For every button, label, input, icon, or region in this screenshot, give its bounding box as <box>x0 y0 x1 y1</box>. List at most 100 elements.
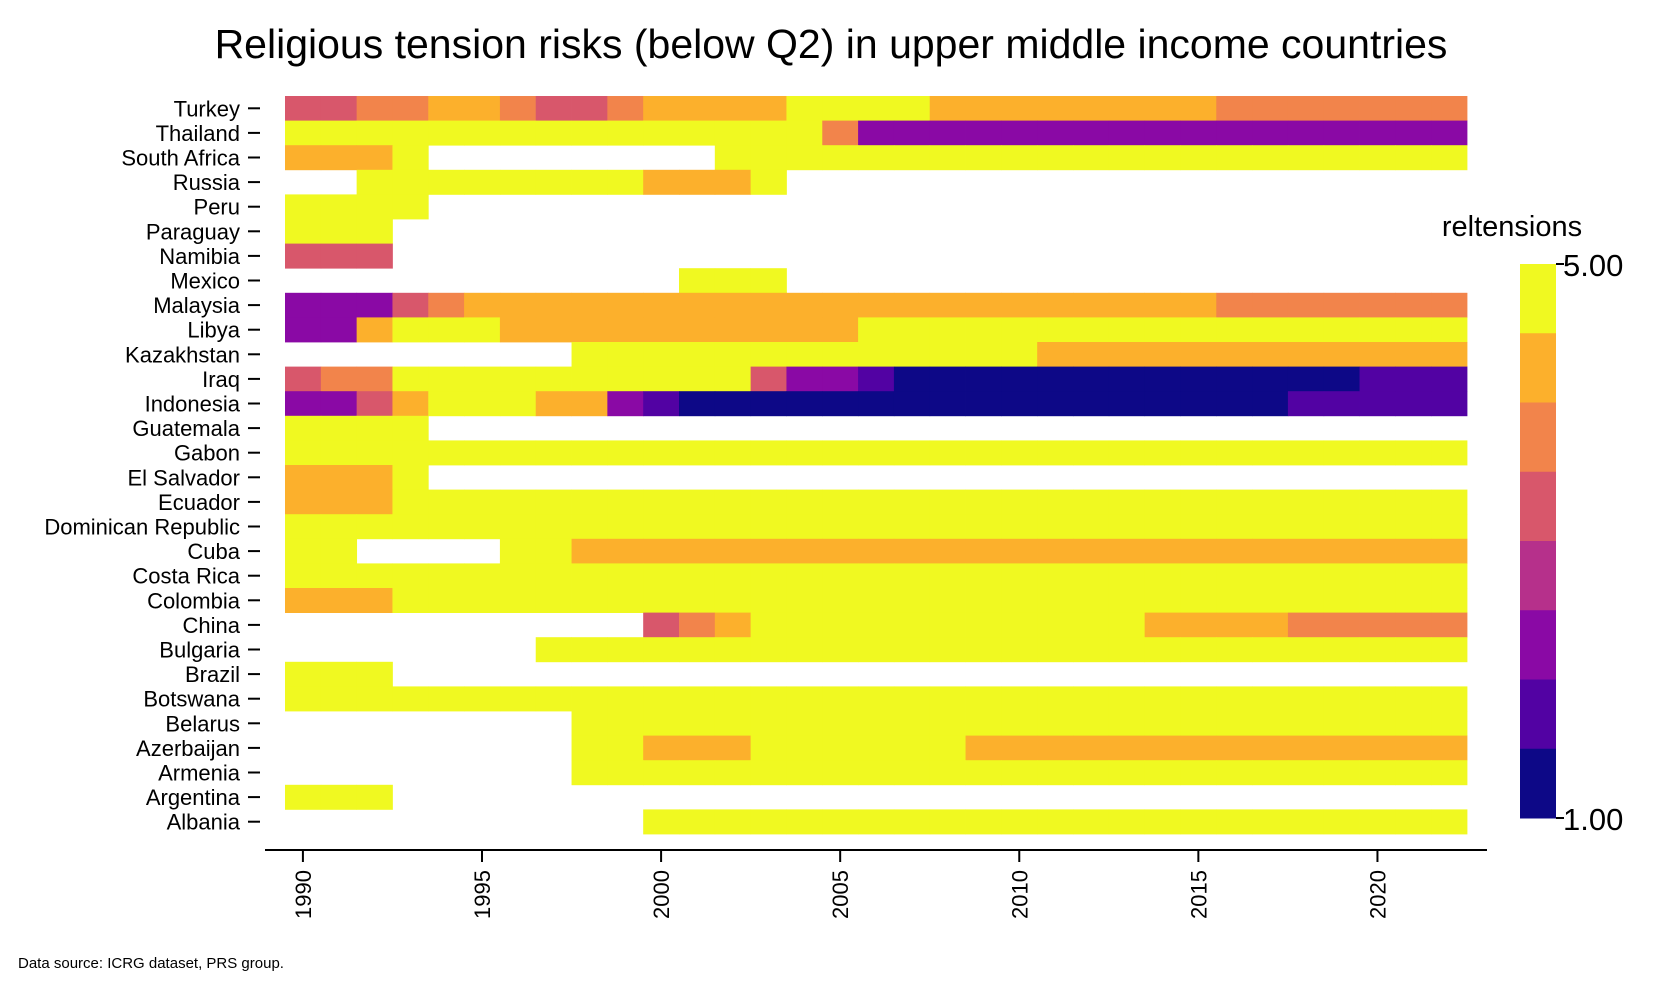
heatmap-cell <box>1001 366 1038 392</box>
heatmap-cell <box>714 711 752 736</box>
heatmap-cell <box>1001 588 1038 613</box>
heatmap-cell <box>786 588 823 613</box>
heatmap-cell <box>679 612 716 638</box>
heatmap-cell <box>1073 760 1110 786</box>
heatmap-cell <box>535 391 572 417</box>
heatmap-cell <box>1108 317 1146 343</box>
heatmap-cell <box>285 661 322 687</box>
country-label: Mexico <box>170 269 240 294</box>
heatmap-cell <box>1395 292 1432 318</box>
heatmap-cell <box>392 169 429 195</box>
heatmap-cell <box>356 366 393 392</box>
heatmap-cell <box>643 538 680 564</box>
heatmap-cell <box>320 243 358 269</box>
heatmap-cell <box>1073 809 1110 835</box>
heatmap-cell <box>320 391 358 417</box>
heatmap-cell <box>285 194 322 220</box>
heatmap-cell <box>464 563 501 589</box>
heatmap-cell <box>1216 366 1253 392</box>
heatmap-cell <box>750 809 787 835</box>
heatmap-cell <box>571 489 608 515</box>
heatmap-cell <box>1108 440 1146 466</box>
heatmap-cell <box>1323 440 1360 466</box>
heatmap-cell <box>1431 637 1468 663</box>
heatmap-cell <box>679 268 716 294</box>
heatmap-cell <box>750 268 787 294</box>
country-label: Bulgaria <box>159 638 240 663</box>
heatmap-cell <box>893 588 931 613</box>
heatmap-cell <box>1037 735 1074 761</box>
heatmap-cell <box>893 809 931 835</box>
heatmap-cell <box>1431 735 1468 761</box>
heatmap-cell <box>1073 686 1110 712</box>
heatmap-cell <box>643 588 680 613</box>
heatmap-cell <box>1144 292 1181 318</box>
heatmap-cell <box>392 440 429 466</box>
heatmap-cell <box>750 120 787 146</box>
heatmap-cell <box>1037 120 1074 146</box>
legend-swatch <box>1520 679 1556 750</box>
heatmap-cell <box>1431 366 1468 392</box>
heatmap-cell <box>750 563 787 589</box>
legend-swatch <box>1520 333 1556 403</box>
heatmap-cell <box>714 120 752 146</box>
heatmap-cell <box>714 391 752 417</box>
heatmap-cell <box>679 809 716 835</box>
heatmap-cell <box>428 169 465 195</box>
heatmap-cell <box>965 809 1002 835</box>
heatmap-cell <box>1252 292 1289 318</box>
heatmap-cell <box>786 342 823 367</box>
heatmap-cell <box>1287 317 1325 343</box>
heatmap-cell <box>1001 735 1038 761</box>
heatmap-cell <box>1323 612 1360 638</box>
heatmap-cell <box>822 538 859 564</box>
heatmap-cell <box>1037 391 1074 417</box>
heatmap-cell <box>428 292 465 318</box>
country-label: Kazakhstan <box>125 342 240 367</box>
country-label: Armenia <box>158 761 241 786</box>
heatmap-cell <box>607 342 644 367</box>
heatmap-cell <box>1180 563 1217 589</box>
x-tick-label: 2010 <box>1007 870 1032 919</box>
heatmap-cell <box>750 612 787 638</box>
heatmap-cell <box>285 489 322 515</box>
heatmap-cell <box>1216 711 1253 736</box>
heatmap-cell <box>750 169 787 195</box>
heatmap-cell <box>285 317 322 343</box>
heatmap-cell <box>320 440 358 466</box>
heatmap-cell <box>1252 538 1289 564</box>
heatmap-cell <box>1323 686 1360 712</box>
heatmap-cell <box>320 219 358 244</box>
x-tick-label: 1995 <box>470 870 495 919</box>
heatmap-cell <box>1287 612 1325 638</box>
heatmap-cell <box>571 120 608 146</box>
country-label: Iraq <box>202 367 240 392</box>
country-label: Costa Rica <box>132 564 240 589</box>
heatmap-cell <box>356 588 393 613</box>
heatmap-cell <box>965 514 1002 540</box>
heatmap-cell <box>965 96 1002 121</box>
heatmap-cell <box>1073 735 1110 761</box>
heatmap-cell <box>1431 489 1468 515</box>
heatmap-cell <box>607 637 644 663</box>
heatmap-cell <box>929 538 966 564</box>
heatmap-cell <box>858 637 895 663</box>
heatmap-cell <box>1180 735 1217 761</box>
heatmap-cell <box>1216 686 1253 712</box>
heatmap-cell <box>320 145 358 171</box>
heatmap-cell <box>1323 760 1360 786</box>
heatmap-cell <box>858 96 895 121</box>
heatmap-cell <box>858 612 895 638</box>
heatmap-cell <box>1180 366 1217 392</box>
heatmap-cell <box>1037 760 1074 786</box>
heatmap-cell <box>392 292 429 318</box>
heatmap-cell <box>643 96 680 121</box>
heatmap-cell <box>285 514 322 540</box>
heatmap-cell <box>714 342 752 367</box>
heatmap-cell <box>893 292 931 318</box>
heatmap-cell <box>464 588 501 613</box>
heatmap-cell <box>571 538 608 564</box>
heatmap-cell <box>1037 711 1074 736</box>
country-label: Libya <box>187 318 240 343</box>
heatmap-cell <box>965 686 1002 712</box>
